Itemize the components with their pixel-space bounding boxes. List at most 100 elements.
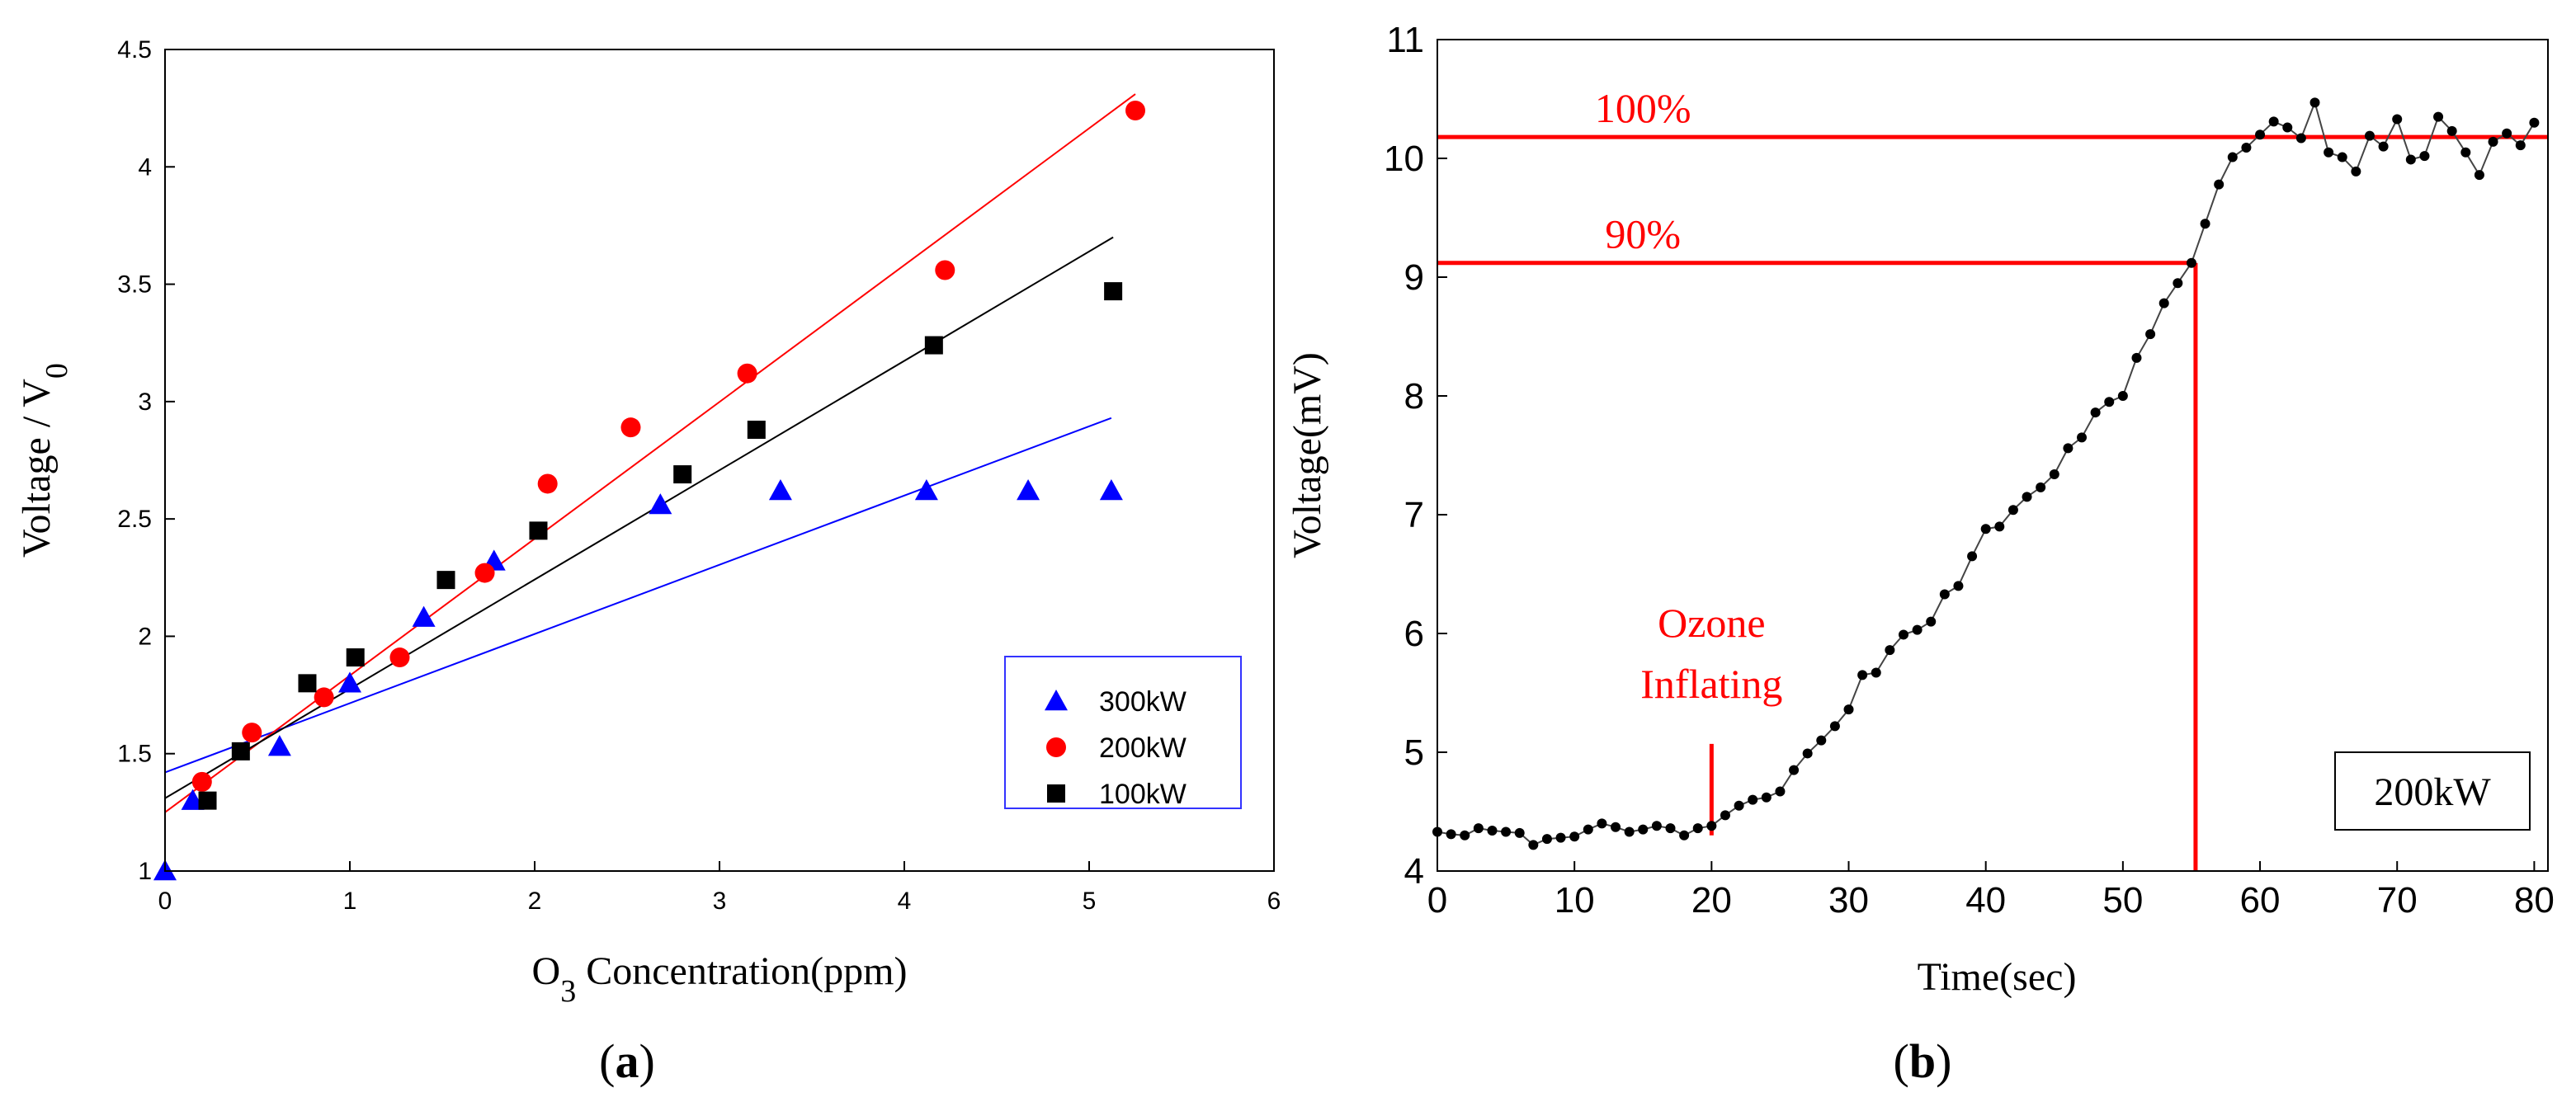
chart-a-ytick-label: 4.5 [117, 36, 152, 64]
chart-b-xlabel: Time(sec) [1918, 955, 2077, 999]
point-200kw [314, 687, 334, 708]
point-200kw [1912, 624, 1923, 635]
chart-a-frame [164, 49, 1275, 872]
chart-a-ylabel-sub: 0 [40, 363, 74, 379]
point-200kw [2186, 257, 2196, 268]
point-200kw [1926, 616, 1937, 627]
point-200kw [1871, 667, 1881, 678]
chart-a-xtick-label: 5 [1083, 888, 1097, 915]
point-200kw [737, 363, 757, 384]
point-200kw [1939, 589, 1950, 600]
point-200kw [2324, 147, 2334, 158]
point-200kw [1994, 521, 2005, 532]
chart-b-panel-letter: b [1909, 1034, 1936, 1088]
series-line-200kw [1437, 100, 2536, 846]
point-200kw [2392, 114, 2403, 125]
chart-a-ytick-label: 1 [138, 858, 152, 885]
point-200kw [1829, 721, 1840, 732]
ozone-inflating-label-line1: Ozone [1658, 600, 1766, 646]
point-200kw [2255, 129, 2266, 140]
point-200kw [1624, 826, 1635, 837]
point-200kw [537, 473, 558, 494]
point-200kw [1487, 826, 1498, 836]
chart-a-xlabel-main: O [532, 949, 561, 993]
chart-b-xtick-label: 50 [2102, 880, 2143, 921]
point-200kw [2337, 152, 2347, 162]
point-300kw [649, 493, 672, 515]
point-200kw [1528, 840, 1539, 850]
point-200kw [2214, 179, 2225, 190]
chart-b-ticks: 0 10 20 30 40 50 60 70 80 4 5 6 7 8 9 10 11 [1384, 20, 2555, 921]
point-200kw [2200, 219, 2210, 229]
chart-b-ytick-label: 4 [1404, 851, 1424, 892]
chart-b-xtick-label: 0 [1427, 880, 1447, 921]
point-200kw [1885, 645, 1895, 656]
point-100kw [529, 521, 548, 540]
point-200kw [1473, 823, 1484, 834]
chart-a-legend: 300kW 200kW 100kW [1004, 656, 1242, 810]
point-200kw [2173, 278, 2183, 289]
chart-b-ytick-label: 11 [1386, 20, 1424, 60]
chart-a-ytick-label: 2.5 [117, 506, 152, 533]
point-200kw [1857, 670, 1868, 680]
point-200kw [620, 417, 641, 438]
point-200kw [2460, 147, 2471, 158]
point-100kw [198, 791, 217, 810]
point-200kw [1501, 826, 1512, 837]
point-200kw [1816, 735, 1827, 746]
legend-label-100kw: 100kW [1099, 779, 1187, 810]
point-300kw [1099, 478, 1123, 501]
point-200kw [935, 260, 955, 280]
point-200kw [1734, 800, 1744, 811]
point-100kw [924, 336, 943, 355]
point-200kw [2158, 298, 2169, 308]
point-200kw [1651, 821, 1662, 831]
point-200kw [2515, 140, 2526, 151]
chart-a-xtick-label: 0 [158, 888, 172, 915]
chart-b-xtick-label: 30 [1828, 880, 1869, 921]
point-200kw [1541, 834, 1552, 845]
point-200kw [2077, 432, 2088, 443]
point-300kw [412, 605, 436, 627]
point-200kw [2446, 125, 2457, 136]
point-300kw [768, 478, 792, 501]
point-200kw [2295, 133, 2306, 144]
point-200kw [389, 647, 410, 668]
point-200kw [2131, 352, 2142, 363]
legend-label-300kw: 300kW [1099, 686, 1187, 718]
chart-b-xtick-label: 40 [1965, 880, 2006, 921]
point-300kw [914, 478, 938, 501]
chart-b-xtick-label: 10 [1555, 880, 1595, 921]
point-200kw [1953, 581, 1964, 591]
point-200kw [2405, 154, 2416, 165]
point-300kw [1017, 478, 1040, 501]
chart-a-xtick-label: 4 [898, 888, 912, 915]
chart-b-xtick-label: 80 [2514, 880, 2555, 921]
point-200kw [1980, 524, 1991, 534]
point-100kw [231, 742, 250, 760]
reference-label-100pct: 100% [1595, 85, 1691, 131]
point-200kw [1692, 823, 1703, 834]
point-200kw [1898, 629, 1908, 640]
point-200kw [1802, 748, 1813, 759]
point-200kw [2268, 116, 2279, 127]
point-200kw [2502, 128, 2512, 139]
point-200kw [2351, 166, 2361, 177]
chart-b-annotations: 100% 90% Ozone Inflating [1437, 85, 2548, 871]
point-200kw [1720, 810, 1730, 821]
chart-a-ylabel-main: Voltage / V [15, 379, 59, 558]
point-200kw [1583, 824, 1593, 835]
point-100kw [747, 421, 766, 440]
point-200kw [2488, 136, 2498, 147]
point-200kw [2007, 505, 2018, 516]
point-200kw [242, 723, 262, 743]
point-200kw [2419, 151, 2430, 162]
point-200kw [2241, 143, 2252, 153]
point-200kw [1967, 551, 1978, 562]
point-200kw [1706, 821, 1717, 831]
point-200kw [1843, 704, 1854, 715]
chart-a-xtick-label: 3 [713, 888, 727, 915]
chart-a-xlabel-rest: Concentration(ppm) [576, 949, 907, 993]
point-200kw [191, 771, 212, 792]
